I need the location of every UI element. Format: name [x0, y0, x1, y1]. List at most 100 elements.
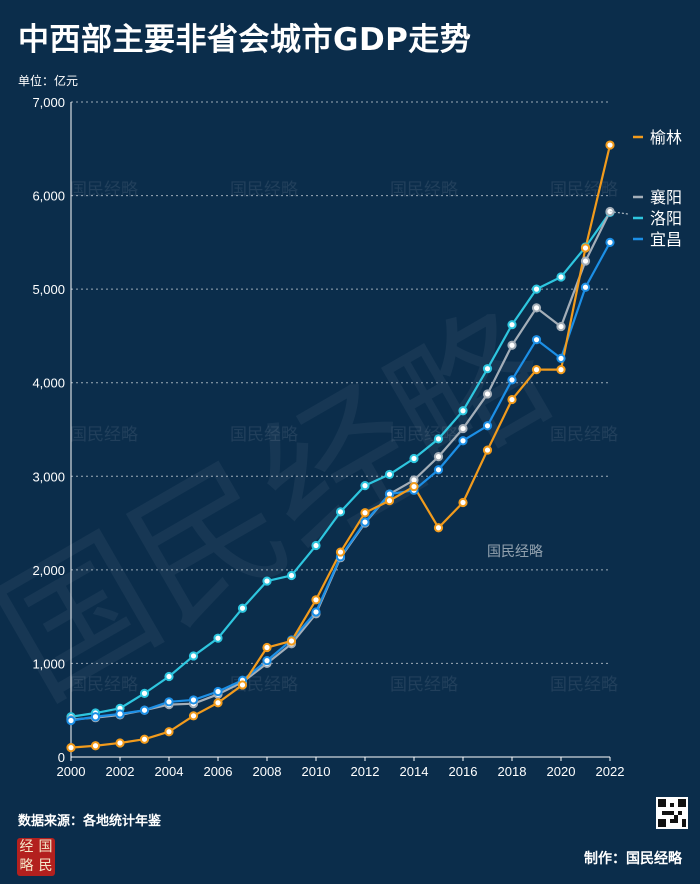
- data-point-榆林: [311, 595, 321, 605]
- data-point-襄阳: [482, 389, 493, 399]
- x-tick-label: 2010: [302, 764, 331, 779]
- y-tick-label: 7,000: [32, 95, 65, 110]
- legend-label-宜昌: 宜昌: [650, 230, 682, 249]
- data-point-宜昌: [433, 465, 444, 475]
- data-point-襄阳: [556, 321, 566, 332]
- x-tick-label: 2020: [547, 764, 576, 779]
- data-point-洛阳: [213, 633, 223, 643]
- source-note: 数据来源：各地统计年鉴: [18, 814, 162, 829]
- data-point-榆林: [237, 680, 248, 690]
- data-point-宜昌: [360, 517, 370, 527]
- data-point-洛阳: [482, 364, 493, 374]
- x-tick-label: 2004: [155, 764, 184, 779]
- data-point-榆林: [213, 698, 223, 708]
- legend-label-襄阳: 襄阳: [650, 188, 682, 207]
- data-point-榆林: [409, 481, 419, 492]
- data-point-洛阳: [433, 434, 444, 444]
- data-point-榆林: [188, 711, 199, 721]
- data-point-榆林: [262, 642, 272, 653]
- data-point-榆林: [360, 508, 370, 518]
- data-point-洛阳: [335, 507, 346, 517]
- data-point-襄阳: [580, 256, 591, 266]
- brand-seal-char: 略: [19, 858, 34, 874]
- data-point-洛阳: [531, 284, 542, 294]
- data-point-榆林: [384, 496, 395, 506]
- x-tick-label: 2014: [400, 764, 429, 779]
- x-tick-label: 2018: [498, 764, 527, 779]
- y-tick-label: 0: [58, 750, 65, 765]
- data-point-襄阳: [507, 340, 517, 350]
- data-point-榆林: [605, 140, 615, 150]
- data-point-襄阳: [531, 303, 542, 313]
- y-tick-label: 6,000: [32, 189, 65, 204]
- data-point-榆林: [507, 394, 517, 405]
- data-point-洛阳: [262, 576, 272, 586]
- data-point-宜昌: [66, 715, 76, 726]
- series-line-襄阳: [70, 210, 611, 721]
- data-point-宜昌: [580, 282, 591, 292]
- y-tick-label: 5,000: [32, 282, 65, 297]
- data-point-洛阳: [556, 272, 566, 282]
- data-point-榆林: [482, 445, 493, 455]
- data-point-襄阳: [433, 452, 444, 462]
- data-point-宜昌: [311, 607, 321, 617]
- data-point-榆林: [139, 734, 150, 744]
- y-tick-label: 3,000: [32, 469, 65, 484]
- data-point-洛阳: [360, 481, 370, 491]
- footer-bar: [0, 831, 700, 884]
- data-point-榆林: [286, 636, 297, 646]
- data-point-洛阳: [311, 540, 321, 551]
- data-point-宜昌: [213, 686, 223, 697]
- data-point-洛阳: [409, 453, 419, 464]
- data-point-榆林: [66, 743, 76, 753]
- x-tick-label: 2002: [106, 764, 135, 779]
- y-tick-label: 2,000: [32, 563, 65, 578]
- data-point-榆林: [335, 547, 346, 557]
- data-point-榆林: [531, 365, 542, 375]
- series-line-洛阳: [70, 211, 611, 718]
- data-point-宜昌: [556, 353, 566, 363]
- x-tick-label: 2006: [204, 764, 233, 779]
- data-point-宜昌: [90, 712, 101, 722]
- data-point-宜昌: [507, 375, 517, 385]
- x-tick-label: 2008: [253, 764, 282, 779]
- data-point-榆林: [458, 497, 468, 508]
- data-point-洛阳: [237, 603, 248, 613]
- series-line-榆林: [70, 144, 612, 749]
- page-title: 中西部主要非省会城市GDP走势: [18, 22, 472, 58]
- data-point-宜昌: [188, 695, 199, 705]
- qr-code-icon: [656, 797, 688, 829]
- series-line-宜昌: [70, 241, 611, 722]
- data-point-宜昌: [482, 421, 493, 431]
- unit-label: 单位：亿元: [18, 74, 79, 88]
- credit-text: 制作：国民经略: [584, 851, 682, 867]
- brand-seal-char: 民: [38, 858, 53, 874]
- data-point-洛阳: [384, 469, 395, 480]
- data-point-襄阳: [458, 423, 468, 434]
- data-point-宜昌: [531, 335, 542, 345]
- data-point-宜昌: [458, 436, 468, 446]
- data-point-榆林: [115, 738, 125, 748]
- y-tick-label: 1,000: [32, 656, 65, 671]
- data-point-榆林: [90, 741, 101, 751]
- data-point-洛阳: [139, 688, 150, 698]
- data-point-洛阳: [164, 671, 174, 682]
- x-tick-label: 2012: [351, 764, 380, 779]
- data-point-宜昌: [164, 697, 174, 707]
- data-point-宜昌: [262, 656, 272, 666]
- x-tick-label: 2000: [57, 764, 86, 779]
- data-point-宜昌: [605, 237, 615, 247]
- data-point-洛阳: [188, 651, 199, 661]
- legend-label-榆林: 榆林: [650, 128, 682, 147]
- x-tick-label: 2022: [596, 764, 625, 779]
- data-point-洛阳: [458, 406, 468, 416]
- legend-label-洛阳: 洛阳: [650, 209, 682, 228]
- data-point-榆林: [556, 365, 566, 375]
- data-point-榆林: [164, 727, 174, 737]
- data-point-宜昌: [139, 705, 150, 715]
- data-point-洛阳: [286, 570, 297, 581]
- x-tick-label: 2016: [449, 764, 478, 779]
- brand-seal-char: 经: [19, 839, 34, 855]
- data-point-榆林: [433, 523, 444, 533]
